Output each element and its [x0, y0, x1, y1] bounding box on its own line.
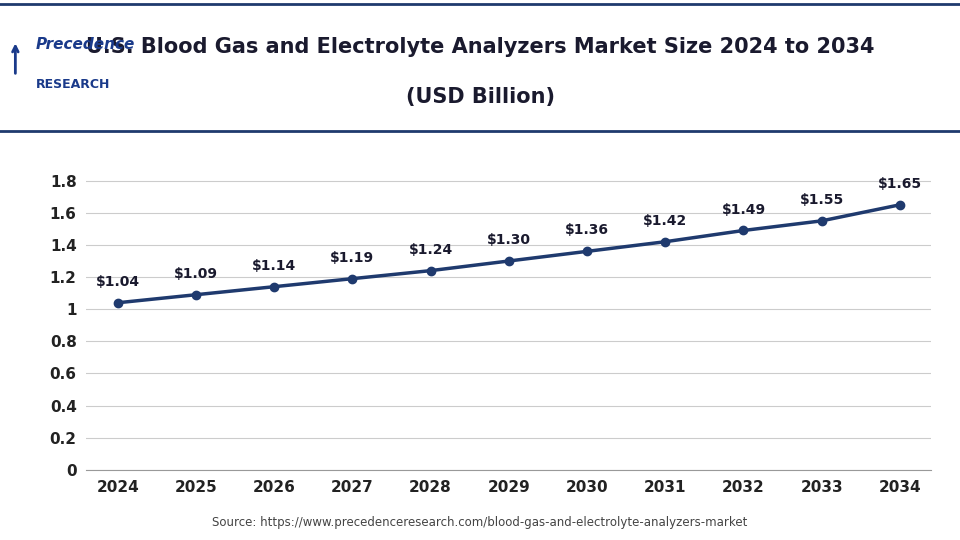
Text: $1.14: $1.14 [252, 259, 297, 273]
Text: (USD Billion): (USD Billion) [405, 87, 555, 107]
Text: Precedence: Precedence [36, 37, 135, 51]
Text: $1.42: $1.42 [643, 214, 687, 228]
Text: $1.49: $1.49 [721, 202, 765, 217]
Text: $1.65: $1.65 [877, 177, 922, 191]
Text: $1.55: $1.55 [800, 193, 844, 207]
Text: $1.24: $1.24 [408, 243, 453, 256]
Text: U.S. Blood Gas and Electrolyte Analyzers Market Size 2024 to 2034: U.S. Blood Gas and Electrolyte Analyzers… [85, 37, 875, 57]
Text: $1.36: $1.36 [565, 224, 609, 238]
Text: $1.04: $1.04 [96, 275, 140, 289]
Text: $1.19: $1.19 [330, 251, 374, 265]
Text: $1.30: $1.30 [487, 233, 531, 247]
Text: $1.09: $1.09 [174, 267, 218, 281]
Text: RESEARCH: RESEARCH [36, 78, 109, 91]
Text: Source: https://www.precedenceresearch.com/blood-gas-and-electrolyte-analyzers-m: Source: https://www.precedenceresearch.c… [212, 516, 748, 529]
